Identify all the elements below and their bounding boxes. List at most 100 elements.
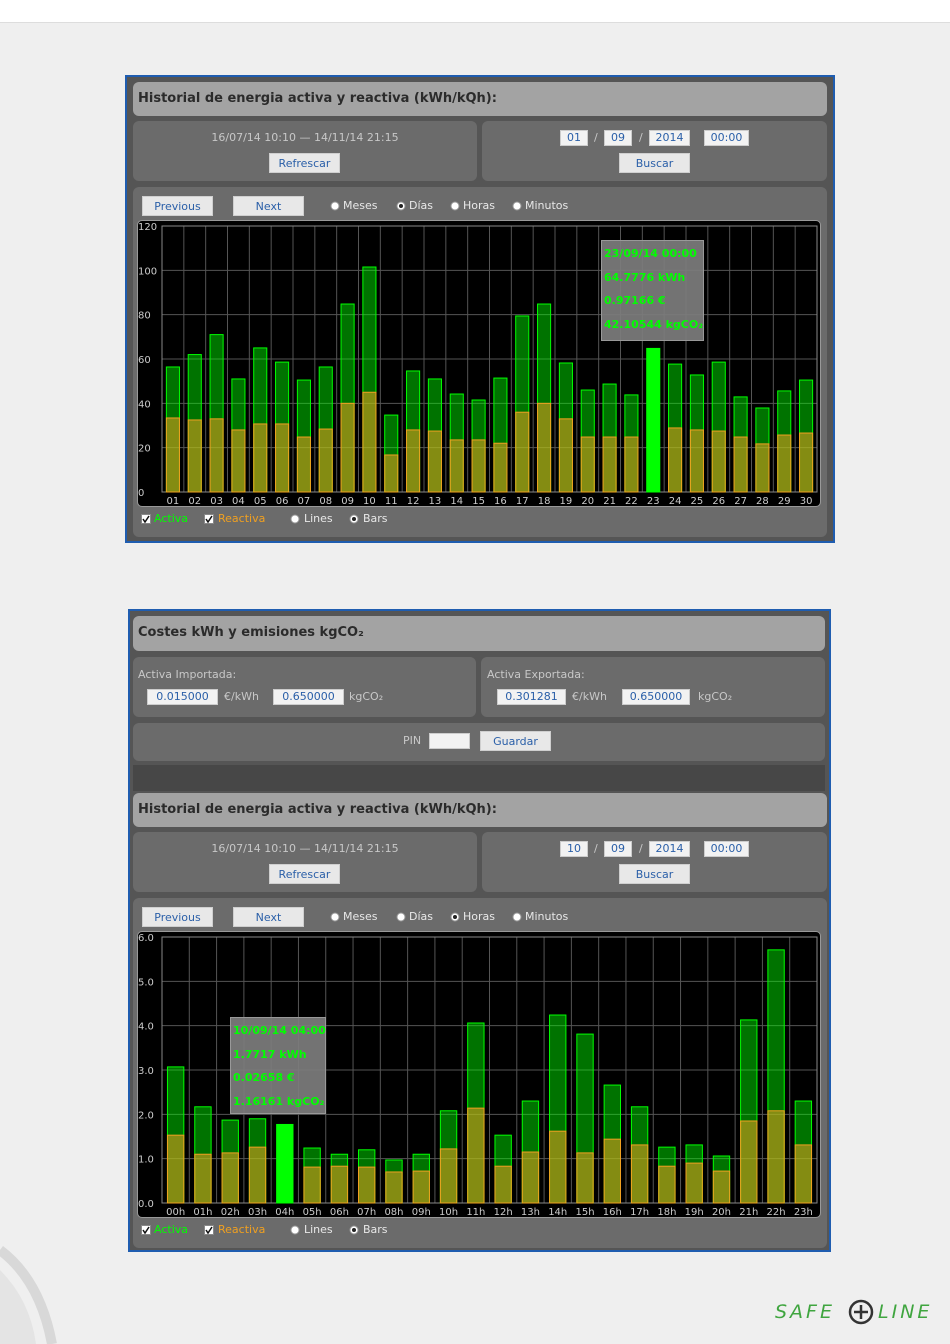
radio-ring <box>512 201 522 211</box>
import-label: Activa Importada: <box>138 668 237 681</box>
bar <box>646 347 661 493</box>
legend-label: Reactiva <box>218 512 266 525</box>
previous-button[interactable]: Previous <box>142 196 213 216</box>
bar <box>165 417 180 493</box>
year-input[interactable]: 2014 <box>649 130 690 146</box>
previous-button[interactable]: Previous <box>142 907 213 927</box>
mode-radio[interactable] <box>450 201 460 211</box>
import-co2[interactable]: 0.650000 <box>273 689 344 705</box>
x-tick-label: 19h <box>685 1207 704 1218</box>
month-input[interactable]: 09 <box>604 130 632 146</box>
bar <box>427 430 442 493</box>
bar <box>384 454 399 493</box>
x-tick-label: 03 <box>210 496 223 507</box>
bar <box>630 1144 649 1204</box>
next-button[interactable]: Next <box>233 907 304 927</box>
legend-label: Activa <box>154 512 188 525</box>
x-tick-label: 04h <box>275 1207 294 1218</box>
radio-dot <box>453 915 457 919</box>
checkbox[interactable] <box>204 1225 214 1235</box>
bar <box>668 427 683 493</box>
mode-radio[interactable] <box>512 912 522 922</box>
mode-radio[interactable] <box>330 912 340 922</box>
style-radio[interactable] <box>290 1225 300 1235</box>
bar <box>385 1171 403 1204</box>
checkbox[interactable] <box>141 1225 151 1235</box>
bar <box>318 428 333 493</box>
x-tick-label: 21h <box>739 1207 758 1218</box>
bar <box>439 1148 458 1204</box>
mode-radio[interactable] <box>396 912 406 922</box>
pin-input[interactable] <box>429 733 470 749</box>
export-co2[interactable]: 0.650000 <box>622 689 690 705</box>
x-tick-label: 15h <box>575 1207 594 1218</box>
style-radio[interactable] <box>290 514 300 524</box>
radio-ring <box>396 912 406 922</box>
x-tick-label: 29 <box>778 496 791 507</box>
checkbox[interactable] <box>141 514 151 524</box>
mode-label: Meses <box>343 199 378 212</box>
bar <box>689 429 704 493</box>
time-input[interactable]: 00:00 <box>704 130 749 146</box>
x-tick-label: 17h <box>630 1207 649 1218</box>
x-tick-label: 25 <box>691 496 704 507</box>
bar <box>685 1162 703 1204</box>
export-price[interactable]: 0.301281 <box>497 689 566 705</box>
x-tick-label: 07 <box>298 496 311 507</box>
search-button[interactable]: Buscar <box>619 153 690 173</box>
day-input[interactable]: 10 <box>560 841 588 857</box>
plot-frame <box>161 936 818 1204</box>
x-tick-label: 04 <box>232 496 245 507</box>
bar <box>449 439 464 493</box>
mode-radio[interactable] <box>450 912 460 922</box>
decoration <box>0 1246 57 1344</box>
mode-radio[interactable] <box>512 201 522 211</box>
tooltip-line: 1.7717 kWh <box>233 1047 307 1061</box>
day-input[interactable]: 01 <box>560 130 588 146</box>
bar <box>558 418 573 493</box>
x-tick-label: 23h <box>794 1207 813 1218</box>
x-tick-label: 12 <box>407 496 420 507</box>
date-range: 16/07/14 10:10 — 14/11/14 21:15 <box>211 131 399 144</box>
radio-dot <box>352 517 356 521</box>
x-tick-label: 20h <box>712 1207 731 1218</box>
checkbox-tick <box>142 515 150 524</box>
mode-radio[interactable] <box>396 201 406 211</box>
y-tick-label: 0.0 <box>138 1199 154 1210</box>
save-button[interactable]: Guardar <box>480 731 551 751</box>
checkbox-tick <box>205 515 213 524</box>
bar <box>253 423 268 493</box>
bar <box>537 402 552 493</box>
y-tick-label: 2.0 <box>138 1110 154 1121</box>
y-tick-label: 100 <box>138 266 157 277</box>
y-tick-label: 1.0 <box>138 1155 154 1166</box>
date-sep: / <box>639 842 643 855</box>
next-button[interactable]: Next <box>233 196 304 216</box>
tooltip <box>601 240 704 341</box>
bar <box>580 436 595 493</box>
x-tick-label: 13 <box>429 496 442 507</box>
bar <box>194 1153 212 1204</box>
search-button[interactable]: Buscar <box>619 864 690 884</box>
refresh-button[interactable]: Refrescar <box>269 153 340 173</box>
x-tick-label: 16h <box>603 1207 622 1218</box>
style-radio[interactable] <box>349 514 359 524</box>
y-tick-label: 20 <box>138 444 151 455</box>
mode-radio[interactable] <box>330 201 340 211</box>
year-input[interactable]: 2014 <box>649 841 690 857</box>
checkbox-box <box>204 1225 214 1235</box>
x-tick-label: 05 <box>254 496 267 507</box>
chart: 0 20 40 60 80 100 120 01 02 03 04 05 06 07 08 09 10 11 12 1… <box>138 222 818 507</box>
bar <box>603 1138 621 1204</box>
import-price[interactable]: 0.015000 <box>147 689 218 705</box>
style-radio[interactable] <box>349 1225 359 1235</box>
x-tick-label: 22 <box>625 496 638 507</box>
x-tick-label: 21 <box>603 496 616 507</box>
y-tick-label: 80 <box>138 311 151 322</box>
time-input[interactable]: 00:00 <box>704 841 749 857</box>
month-input[interactable]: 09 <box>604 841 632 857</box>
refresh-button[interactable]: Refrescar <box>269 864 340 884</box>
checkbox[interactable] <box>204 514 214 524</box>
mode-label: Meses <box>343 910 378 923</box>
checkbox-tick <box>205 1226 213 1235</box>
